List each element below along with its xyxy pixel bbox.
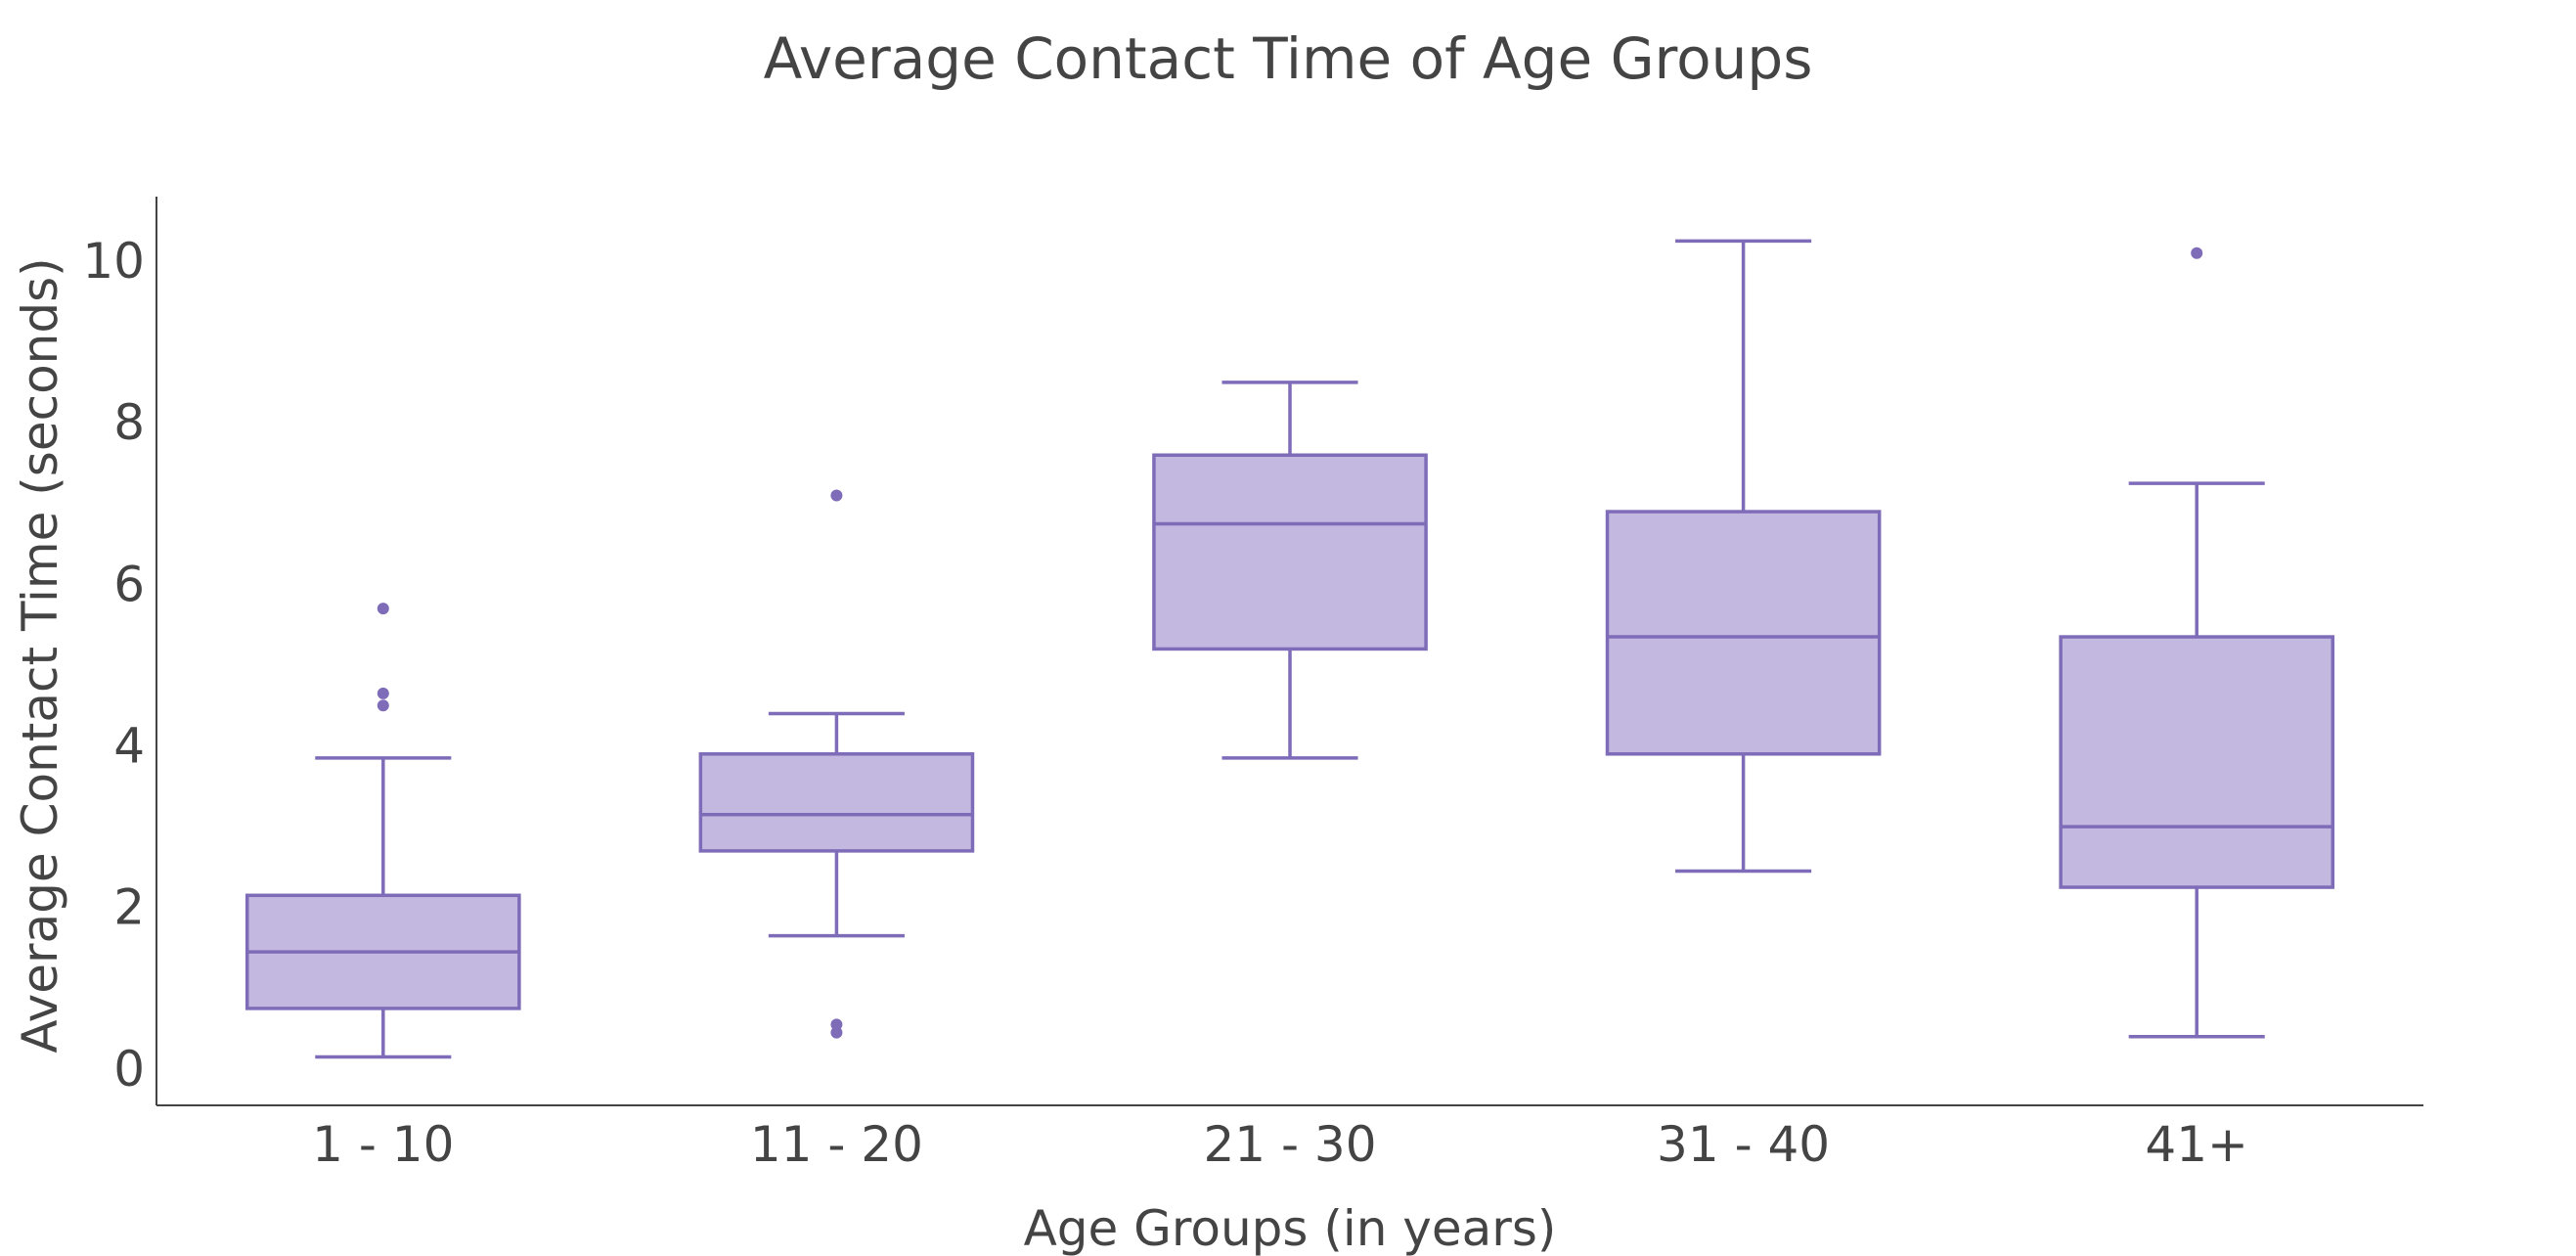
y-tick-label: 4 [113, 718, 145, 775]
y-tick-label: 0 [113, 1041, 145, 1098]
x-tick-label: 1 - 10 [312, 1116, 454, 1173]
box-1 [244, 603, 521, 1059]
chart-title: Average Contact Time of Age Groups [764, 25, 1813, 92]
y-axis-ticks: 0 2 4 6 8 10 [82, 233, 145, 1098]
box-4 [1605, 239, 1882, 874]
x-axis-title: Age Groups (in years) [1024, 1200, 1557, 1256]
y-axis-title: Average Contact Time (seconds) [12, 257, 68, 1053]
y-tick-label: 2 [113, 879, 145, 936]
box-5 [2059, 247, 2335, 1039]
x-tick-label: 21 - 30 [1203, 1116, 1376, 1173]
iqr-box [2059, 635, 2335, 889]
y-tick-label: 8 [113, 394, 145, 451]
x-axis-ticks: 1 - 10 11 - 20 21 - 30 31 - 40 41+ [312, 1116, 2248, 1173]
outlier-point [2191, 247, 2203, 259]
y-tick-label: 6 [113, 556, 145, 612]
box-2 [698, 489, 975, 1039]
y-tick-label: 10 [82, 233, 145, 290]
box-series [244, 239, 2335, 1059]
outlier-point [377, 699, 389, 712]
iqr-box [698, 752, 975, 853]
x-tick-label: 11 - 20 [750, 1116, 923, 1173]
outlier-point [377, 603, 389, 615]
plot-area: 0 2 4 6 8 10 1 - 10 11 - 20 21 - 30 31 - 40 41+ [82, 197, 2423, 1173]
outlier-point [830, 1026, 843, 1039]
x-tick-label: 31 - 40 [1657, 1116, 1830, 1173]
iqr-box [1605, 510, 1882, 756]
outlier-point [830, 1018, 843, 1031]
box-3 [1152, 381, 1428, 760]
outlier-point [830, 489, 843, 502]
iqr-box [1152, 453, 1428, 651]
x-tick-label: 41+ [2145, 1116, 2248, 1173]
outlier-point [377, 687, 389, 699]
